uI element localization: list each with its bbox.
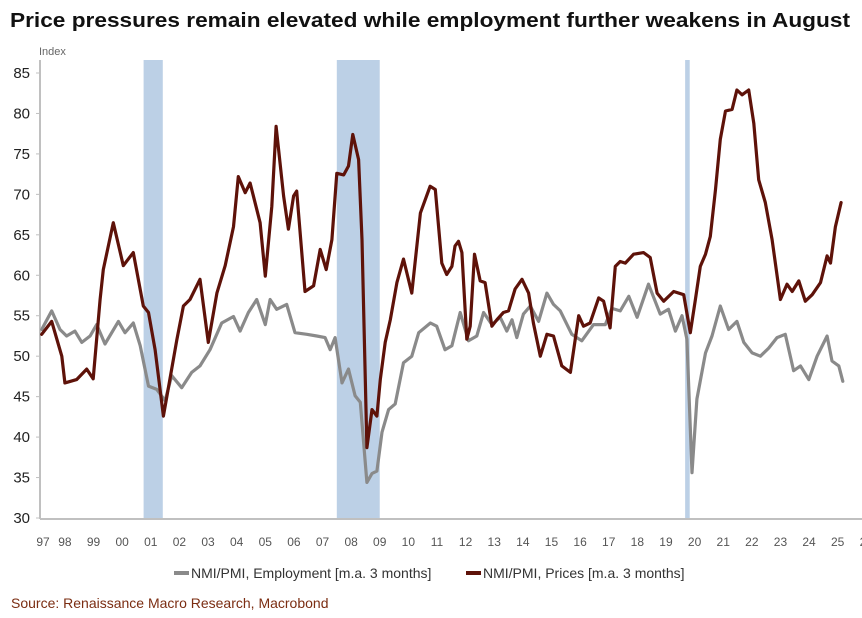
legend: NMI/PMI, Employment [m.a. 3 months] NMI/… (174, 565, 685, 581)
x-tick-label: 01 (144, 535, 158, 549)
y-tick-label: 50 (13, 348, 30, 365)
x-tick-label: 09 (373, 535, 387, 549)
x-tick-label: 02 (173, 535, 187, 549)
recession-shading-group (143, 60, 690, 519)
axes (39, 60, 862, 520)
x-tick-label: 17 (602, 535, 616, 549)
recession-band (685, 60, 690, 519)
x-tick-label: 07 (316, 535, 330, 549)
x-tick-label: 12 (459, 535, 473, 549)
x-tick-label: 10 (402, 535, 416, 549)
recession-band (336, 60, 380, 519)
x-tick-label: 21 (717, 535, 731, 549)
chart-title: Price pressures remain elevated while em… (10, 10, 850, 32)
x-tick-label: 13 (488, 535, 502, 549)
x-tick-label: 22 (745, 535, 759, 549)
legend-swatch-prices (466, 571, 481, 575)
series-lines (40, 88, 845, 484)
recession-band (143, 60, 163, 519)
y-tick-label: 30 (13, 510, 30, 527)
y-tick-label: 60 (13, 267, 30, 284)
prices-series-line (40, 88, 843, 450)
y-tick-label: 80 (13, 105, 30, 122)
x-tick-label: 98 (58, 535, 72, 549)
x-tick-label: 24 (802, 535, 816, 549)
x-tick-label: 03 (201, 535, 215, 549)
x-tick-label: 25 (831, 535, 845, 549)
y-tick-label: 40 (13, 429, 30, 446)
x-tick-label: 16 (573, 535, 587, 549)
y-tick-label: 75 (13, 146, 30, 163)
employment-series-line (40, 282, 845, 484)
x-axis-ticks: 97 98 99 00 01 02 03 04 05 06 07 08 09 10 11 12 13 14 15 16… (36, 535, 862, 549)
x-tick-label: 18 (631, 535, 645, 549)
x-tick-label: 04 (230, 535, 244, 549)
x-tick-label: 26 (860, 535, 862, 549)
x-tick-label: 05 (259, 535, 273, 549)
x-tick-label: 97 (36, 535, 50, 549)
x-tick-label: 08 (344, 535, 358, 549)
x-tick-label: 23 (774, 535, 788, 549)
y-tick-label: 35 (13, 470, 30, 487)
x-tick-label: 00 (115, 535, 129, 549)
x-tick-label: 19 (659, 535, 673, 549)
source-note: Source: Renaissance Macro Research, Macr… (11, 595, 329, 611)
x-tick-label: 20 (688, 535, 702, 549)
legend-label-employment: NMI/PMI, Employment [m.a. 3 months] (191, 565, 431, 581)
y-axis-unit-label: Index (39, 46, 66, 58)
x-tick-label: 15 (545, 535, 559, 549)
x-tick-label: 14 (516, 535, 530, 549)
legend-label-prices: NMI/PMI, Prices [m.a. 3 months] (483, 565, 685, 581)
y-tick-label: 65 (13, 227, 30, 244)
legend-swatch-employment (174, 571, 189, 575)
x-tick-label: 11 (431, 535, 444, 549)
x-tick-label: 06 (287, 535, 301, 549)
y-tick-label: 70 (13, 186, 30, 203)
y-axis-ticks: 30 35 40 45 50 55 60 65 70 75 80 85 (13, 65, 40, 527)
y-tick-label: 55 (13, 308, 30, 325)
x-tick-label: 99 (87, 535, 101, 549)
y-tick-label: 85 (13, 65, 30, 82)
y-tick-label: 45 (13, 389, 30, 406)
